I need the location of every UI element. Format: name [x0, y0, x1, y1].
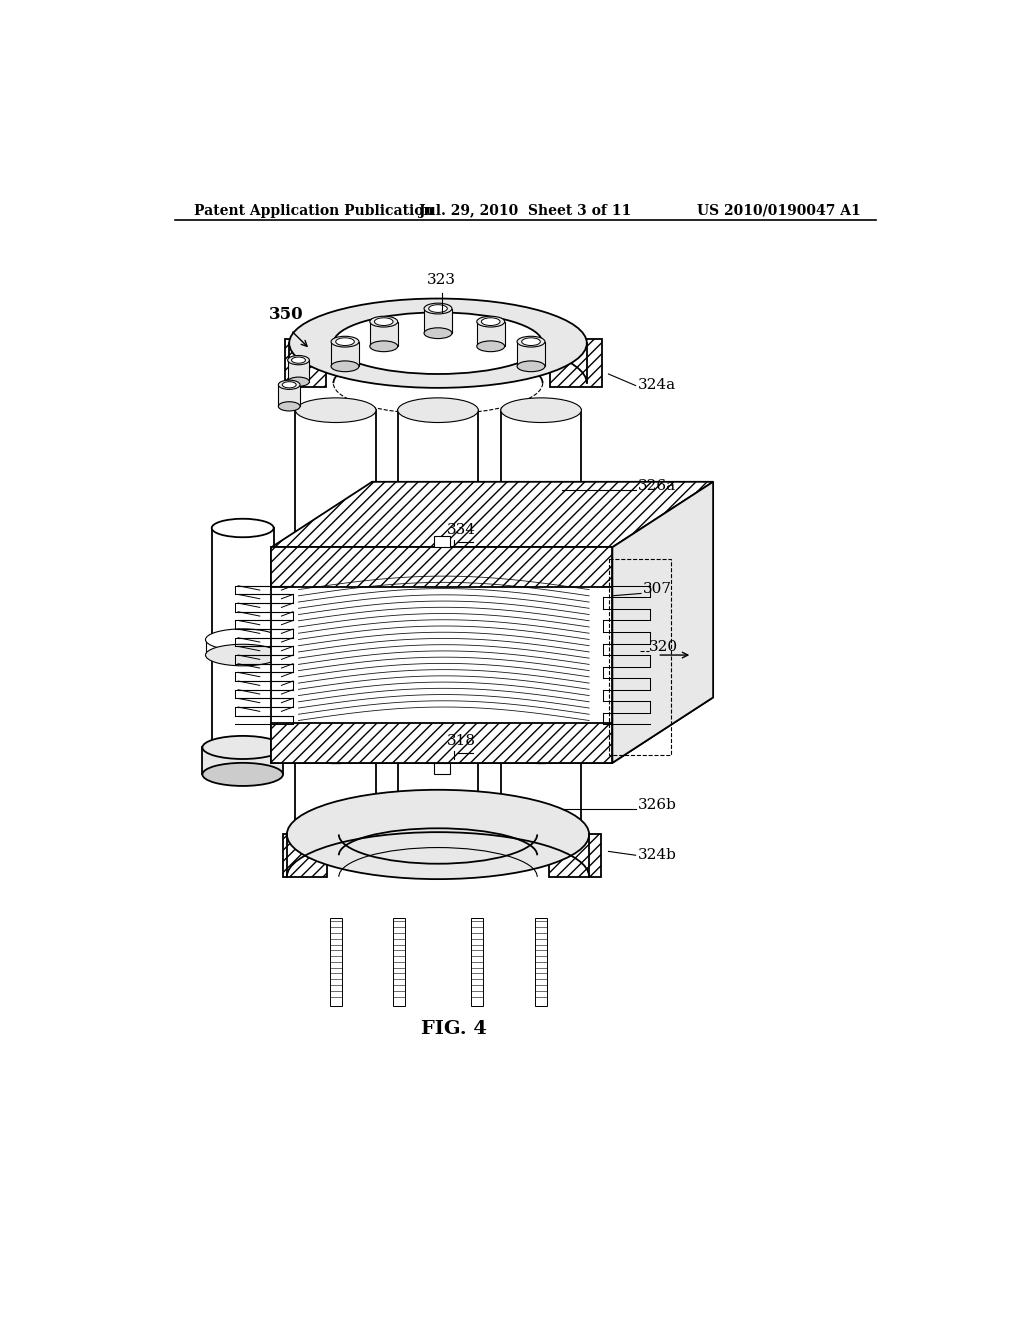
Polygon shape	[286, 339, 327, 387]
Ellipse shape	[212, 519, 273, 537]
Ellipse shape	[501, 397, 582, 422]
Ellipse shape	[203, 763, 283, 785]
Text: 323: 323	[427, 273, 457, 286]
Bar	[397, 751, 478, 851]
Bar	[393, 917, 406, 1006]
Ellipse shape	[501, 840, 582, 863]
Text: Patent Application Publication: Patent Application Publication	[194, 203, 433, 218]
Ellipse shape	[289, 298, 587, 388]
Bar	[212, 528, 273, 767]
Polygon shape	[271, 482, 713, 548]
Ellipse shape	[279, 401, 300, 411]
Text: 326a: 326a	[638, 479, 676, 492]
Ellipse shape	[477, 341, 505, 351]
Bar	[535, 917, 547, 1006]
Ellipse shape	[288, 378, 309, 387]
Ellipse shape	[336, 338, 354, 346]
Bar	[203, 747, 283, 775]
Bar	[501, 751, 582, 851]
Ellipse shape	[375, 318, 393, 326]
Bar	[295, 411, 376, 566]
Ellipse shape	[370, 341, 397, 351]
Ellipse shape	[477, 317, 505, 327]
Bar	[271, 723, 612, 763]
Ellipse shape	[501, 554, 582, 578]
Ellipse shape	[397, 397, 478, 422]
Bar	[271, 548, 612, 763]
Text: 318: 318	[446, 734, 476, 748]
Polygon shape	[612, 482, 713, 763]
Ellipse shape	[287, 789, 589, 879]
Ellipse shape	[295, 554, 376, 578]
Ellipse shape	[292, 358, 305, 363]
Bar	[424, 309, 452, 333]
Text: 307: 307	[643, 582, 673, 597]
Ellipse shape	[397, 554, 478, 578]
Ellipse shape	[288, 355, 309, 364]
Bar	[608, 558, 671, 755]
Ellipse shape	[481, 318, 500, 326]
Bar	[397, 411, 478, 566]
Bar	[501, 411, 582, 566]
Ellipse shape	[397, 840, 478, 863]
Ellipse shape	[501, 739, 582, 763]
Ellipse shape	[295, 397, 376, 422]
Ellipse shape	[331, 337, 359, 347]
Ellipse shape	[334, 313, 543, 374]
Ellipse shape	[331, 360, 359, 372]
Text: 326b: 326b	[638, 799, 677, 812]
Ellipse shape	[279, 380, 300, 389]
Bar	[434, 536, 450, 548]
Ellipse shape	[424, 327, 452, 339]
Bar	[279, 385, 300, 407]
Ellipse shape	[295, 739, 376, 763]
Bar	[471, 917, 483, 1006]
Text: 324b: 324b	[638, 849, 677, 862]
Bar	[330, 917, 342, 1006]
Ellipse shape	[429, 305, 447, 313]
Bar	[331, 342, 359, 367]
Bar	[477, 322, 505, 346]
Polygon shape	[271, 697, 713, 763]
Text: 320: 320	[649, 640, 678, 655]
Bar	[271, 548, 612, 587]
Text: US 2010/0190047 A1: US 2010/0190047 A1	[696, 203, 860, 218]
Polygon shape	[550, 339, 602, 387]
Polygon shape	[549, 834, 601, 876]
Ellipse shape	[206, 644, 280, 665]
Polygon shape	[283, 834, 328, 876]
Text: 334: 334	[446, 523, 476, 537]
Ellipse shape	[517, 337, 545, 347]
Bar	[370, 322, 397, 346]
Bar	[434, 763, 450, 775]
Ellipse shape	[212, 758, 273, 776]
Ellipse shape	[283, 381, 296, 388]
Text: 350: 350	[269, 305, 304, 322]
Ellipse shape	[517, 360, 545, 372]
Polygon shape	[372, 482, 713, 697]
Ellipse shape	[370, 317, 397, 327]
Text: 324a: 324a	[638, 379, 676, 392]
Text: Jul. 29, 2010  Sheet 3 of 11: Jul. 29, 2010 Sheet 3 of 11	[419, 203, 631, 218]
Bar	[288, 360, 309, 381]
Bar	[206, 640, 280, 655]
Ellipse shape	[295, 840, 376, 863]
Text: FIG. 4: FIG. 4	[421, 1019, 486, 1038]
Ellipse shape	[397, 739, 478, 763]
Bar	[517, 342, 545, 367]
Ellipse shape	[424, 304, 452, 314]
Bar	[295, 751, 376, 851]
Ellipse shape	[521, 338, 541, 346]
Ellipse shape	[206, 628, 280, 651]
Ellipse shape	[203, 737, 283, 759]
